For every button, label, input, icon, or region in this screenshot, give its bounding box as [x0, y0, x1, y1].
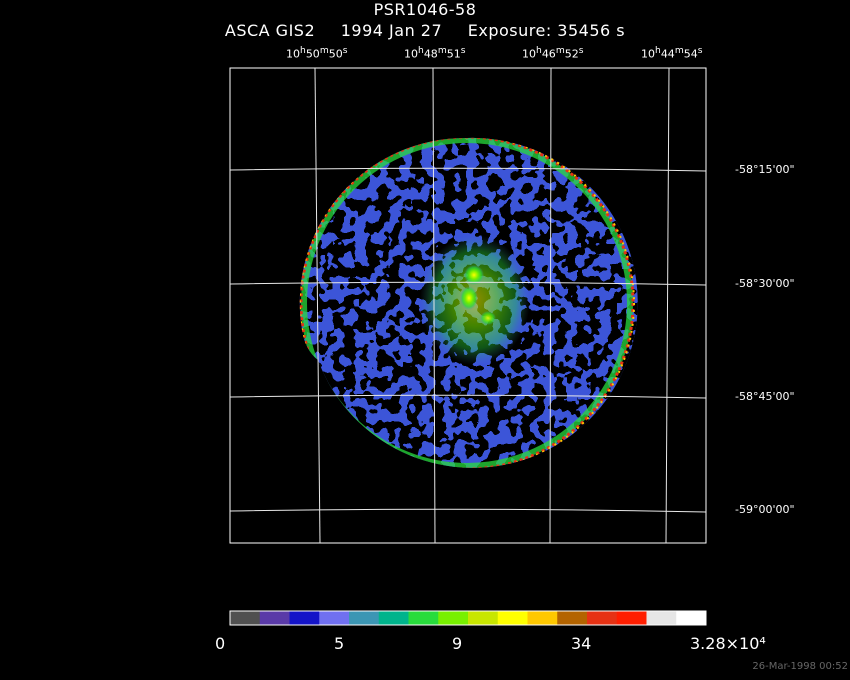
colorbar-swatch [587, 611, 618, 625]
dec-label-1: -58°15'00" [735, 163, 795, 176]
colorbar-swatch [557, 611, 588, 625]
exposure-label: Exposure: 35456 s [467, 21, 626, 40]
colorbar-swatch [319, 611, 350, 625]
instrument-label: ASCA GIS2 [224, 21, 316, 40]
colorbar-label-2: 9 [452, 634, 463, 653]
dec-label-3: -58°45'00" [735, 390, 795, 403]
colorbar-swatch [676, 611, 707, 625]
coordinate-grid [229, 67, 707, 544]
ra-label-3: 10h46m52s [522, 45, 584, 61]
colorbar-label-3: 34 [571, 634, 592, 653]
colorbar-label-0: 0 [215, 634, 226, 653]
colorbar-label-1: 5 [334, 634, 345, 653]
colorbar-swatch [378, 611, 409, 625]
colorbar-swatch [527, 611, 558, 625]
colorbar-swatch [259, 611, 290, 625]
ra-label-1: 10h50m50s [286, 45, 348, 61]
colorbar-swatch [438, 611, 469, 625]
date-label: 1994 Jan 27 [340, 21, 443, 40]
colorbar-swatch [468, 611, 499, 625]
colorbar-swatch [289, 611, 320, 625]
image-title: PSR1046-58 [373, 0, 477, 19]
ra-label-2: 10h48m51s [404, 45, 466, 61]
colorbar-swatch [230, 611, 261, 625]
colorbar-swatch [497, 611, 528, 625]
colorbar-swatch [616, 611, 647, 625]
dec-label-2: -58°30'00" [735, 277, 795, 290]
colorbar [230, 611, 707, 625]
observation-info: ASCA GIS2 1994 Jan 27 Exposure: 35456 s [0, 21, 850, 40]
colorbar-swatch [349, 611, 380, 625]
ra-label-4: 10h44m54s [641, 45, 703, 61]
timestamp: 26-Mar-1998 00:52 [752, 661, 848, 672]
detector-disc [299, 137, 638, 468]
dec-label-4: -59°00'00" [735, 503, 795, 516]
colorbar-label-4: 3.28×10⁴ [690, 634, 766, 653]
colorbar-swatch [408, 611, 439, 625]
colorbar-swatch [646, 611, 677, 625]
